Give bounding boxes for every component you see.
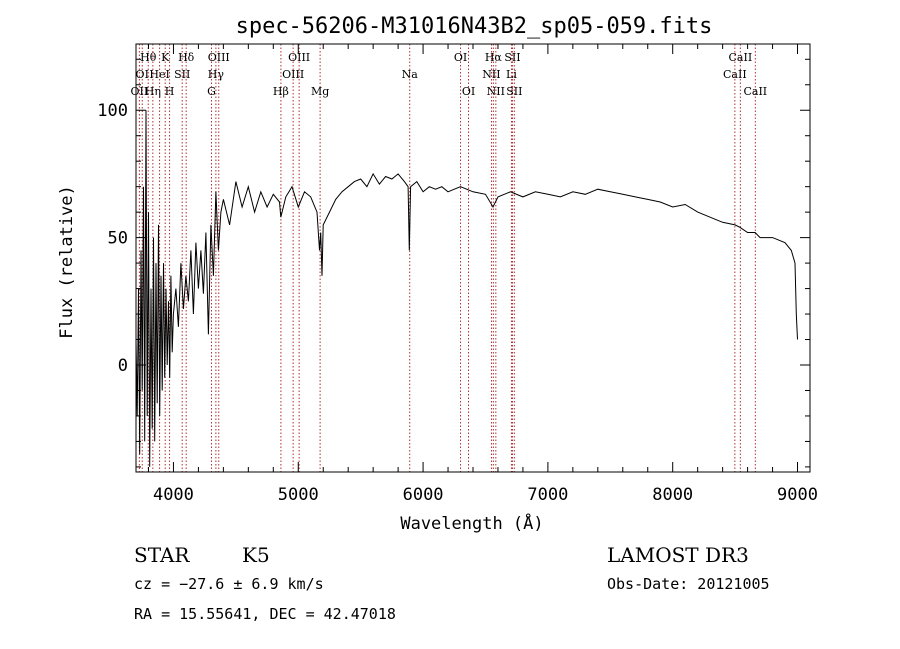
line-label-26: CaII (723, 68, 747, 81)
survey-label: LAMOST DR3 (607, 543, 749, 567)
line-label-20: SII (504, 51, 520, 64)
line-label-4: HeI (149, 68, 169, 81)
line-label-15: Mg (311, 85, 329, 98)
line-label-25: CaII (729, 51, 753, 64)
redshift-readout: cz = −27.6 ± 6.9 km/s (134, 575, 324, 593)
line-label-10: Hγ (208, 68, 225, 81)
line-label-18: OI (462, 85, 475, 98)
line-label-17: OI (454, 51, 467, 64)
line-label-21: NII (482, 68, 500, 81)
line-label-6: Hδ (178, 51, 195, 64)
spectral-line-labels: Hθ OI OII K HeI Hη Hδ SII H OIII Hγ G OIII OIII Hβ Mg Na… (131, 51, 768, 98)
line-label-11: G (207, 85, 216, 98)
x-axis-label: Wavelength (Å) (400, 512, 543, 534)
line-label-2: OII (131, 85, 149, 98)
coordinates-readout: RA = 15.55641, DEC = 42.47018 (134, 605, 396, 623)
plot-frame (135, 43, 811, 473)
x-tick-label-8000: 8000 (652, 485, 693, 505)
line-label-1: OI (136, 68, 149, 81)
line-label-8: H (165, 85, 175, 98)
x-tick-label-5000: 5000 (278, 485, 319, 505)
x-tick-label-9000: 9000 (777, 485, 818, 505)
line-label-7: SII (174, 68, 190, 81)
line-label-0: Hθ (140, 51, 157, 64)
obs-date: Obs-Date: 20121005 (607, 575, 770, 593)
line-label-19: Hα (485, 51, 503, 64)
line-label-16: Na (402, 68, 419, 81)
line-label-22: Li (506, 68, 517, 81)
star-subclass: K5 (242, 543, 270, 567)
axis-ticks: 4000 5000 6000 7000 8000 9000 0 50 100 (97, 44, 818, 505)
line-label-13: OIII (282, 68, 304, 81)
y-tick-label-100: 100 (97, 101, 128, 121)
x-tick-label-6000: 6000 (403, 485, 444, 505)
y-tick-label-50: 50 (108, 229, 128, 249)
line-label-23: NII (487, 85, 505, 98)
line-label-9: OIII (208, 51, 230, 64)
line-label-3: K (161, 51, 170, 64)
flux-series-line (135, 110, 798, 467)
chart-title: spec-56206-M31016N43B2_sp05-059.fits (236, 14, 713, 39)
x-tick-label-7000: 7000 (527, 485, 568, 505)
line-label-14: Hβ (273, 85, 289, 98)
line-label-27: CaII (743, 85, 767, 98)
y-axis-label: Flux (relative) (57, 185, 77, 339)
line-label-24: SII (506, 85, 522, 98)
line-label-5: Hη (145, 85, 161, 98)
y-tick-label-0: 0 (118, 356, 128, 376)
x-tick-label-4000: 4000 (153, 485, 194, 505)
spectral-line-markers (138, 44, 756, 472)
star-class: STAR (134, 543, 190, 567)
line-label-12: OIII (288, 51, 310, 64)
